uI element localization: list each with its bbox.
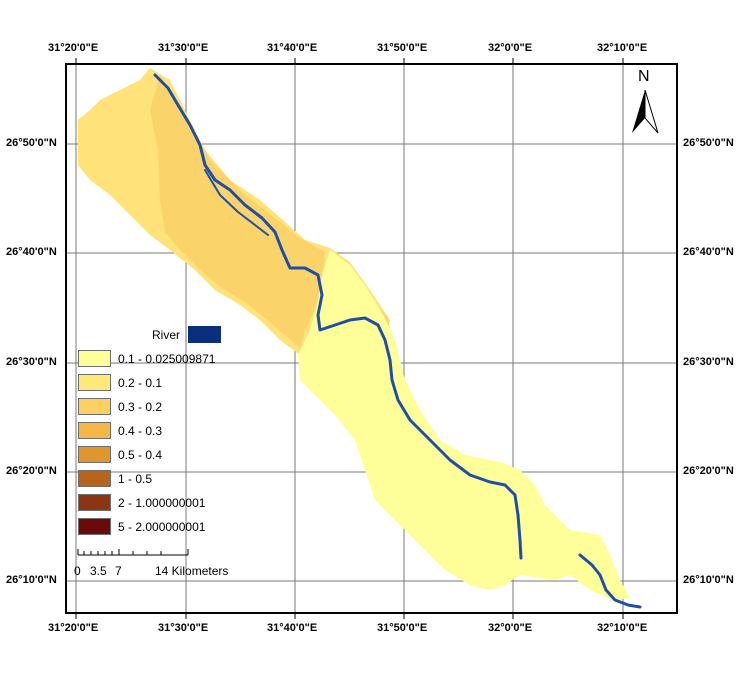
lat-label-left-4: 26°20'0"N [6, 465, 57, 477]
lon-label-top-6: 32°10'0"E [597, 42, 648, 54]
map-frame [65, 63, 678, 614]
lon-label-top-2: 31°30'0"E [158, 42, 209, 54]
north-arrow-icon [632, 89, 659, 134]
lat-label-right-1: 26°50'0"N [683, 137, 734, 149]
legend-class-row: 2 - 1.000000001 [78, 494, 205, 511]
lat-label-right-5: 26°10'0"N [683, 574, 734, 586]
river [153, 73, 642, 609]
lon-label-top-5: 32°0'0"E [488, 42, 533, 54]
legend-river: River [152, 326, 222, 343]
scale-label-14: 14 Kilometers [155, 564, 229, 578]
legend-class-row: 0.4 - 0.3 [78, 422, 162, 439]
lon-label-top-3: 31°40'0"E [267, 42, 318, 54]
lon-label-top-4: 31°50'0"E [377, 42, 428, 54]
legend-river-label: River [152, 327, 181, 342]
legend-class-row: 0.5 - 0.4 [78, 446, 162, 463]
legend-class-label: 2 - 1.000000001 [118, 495, 206, 510]
lon-label-bottom-1: 31°20'0"E [48, 622, 99, 634]
river-branch [204, 169, 269, 236]
lat-label-left-3: 26°30'0"N [6, 356, 57, 368]
frame-ticks [75, 58, 624, 619]
scale-label-7: 7 [115, 564, 122, 578]
legend-class-label: 0.2 - 0.1 [118, 375, 163, 390]
legend-class-label: 1 - 0.5 [118, 471, 153, 486]
lon-label-top-1: 31°20'0"E [48, 42, 99, 54]
lat-label-left-1: 26°50'0"N [6, 137, 57, 149]
legend-class-swatch [78, 518, 111, 535]
legend-class-swatch [78, 350, 111, 367]
north-label: N [638, 68, 650, 85]
legend-class-row: 0.1 - 0.025009871 [78, 350, 215, 367]
legend-class-label: 0.3 - 0.2 [118, 399, 163, 414]
zone-0.1 [298, 250, 630, 600]
scale-label-0: 0 [74, 564, 81, 578]
legend-class-row: 1 - 0.5 [78, 470, 152, 487]
lon-label-bottom-6: 32°10'0"E [597, 622, 648, 634]
legend-class-swatch [78, 374, 111, 391]
legend-class-row: 0.2 - 0.1 [78, 374, 162, 391]
lat-label-left-2: 26°40'0"N [6, 246, 57, 258]
legend-class-label: 5 - 2.000000001 [118, 519, 206, 534]
scale-label-3.5: 3.5 [90, 564, 107, 578]
legend-class-swatch [78, 494, 111, 511]
lat-label-right-4: 26°20'0"N [683, 465, 734, 477]
legend-class-row: 5 - 2.000000001 [78, 518, 205, 535]
legend-class-row: 0.3 - 0.2 [78, 398, 162, 415]
lat-label-right-3: 26°30'0"N [683, 356, 734, 368]
river-south [578, 553, 642, 609]
legend-river-swatch [188, 326, 222, 343]
river-main [153, 73, 523, 560]
lon-label-bottom-3: 31°40'0"E [267, 622, 318, 634]
lat-label-left-5: 26°10'0"N [6, 574, 57, 586]
lat-label-right-2: 26°40'0"N [683, 246, 734, 258]
legend-class-swatch [78, 470, 111, 487]
legend-class-swatch [78, 422, 111, 439]
lon-label-bottom-5: 32°0'0"E [488, 622, 533, 634]
legend-class-swatch [78, 398, 111, 415]
legend-class-label: 0.5 - 0.4 [118, 447, 163, 462]
scalebar [77, 549, 189, 556]
legend-class-swatch [78, 446, 111, 463]
legend-class-label: 0.1 - 0.025009871 [118, 351, 216, 366]
lon-label-bottom-2: 31°30'0"E [158, 622, 209, 634]
lon-label-bottom-4: 31°50'0"E [377, 622, 428, 634]
legend-class-label: 0.4 - 0.3 [118, 423, 163, 438]
